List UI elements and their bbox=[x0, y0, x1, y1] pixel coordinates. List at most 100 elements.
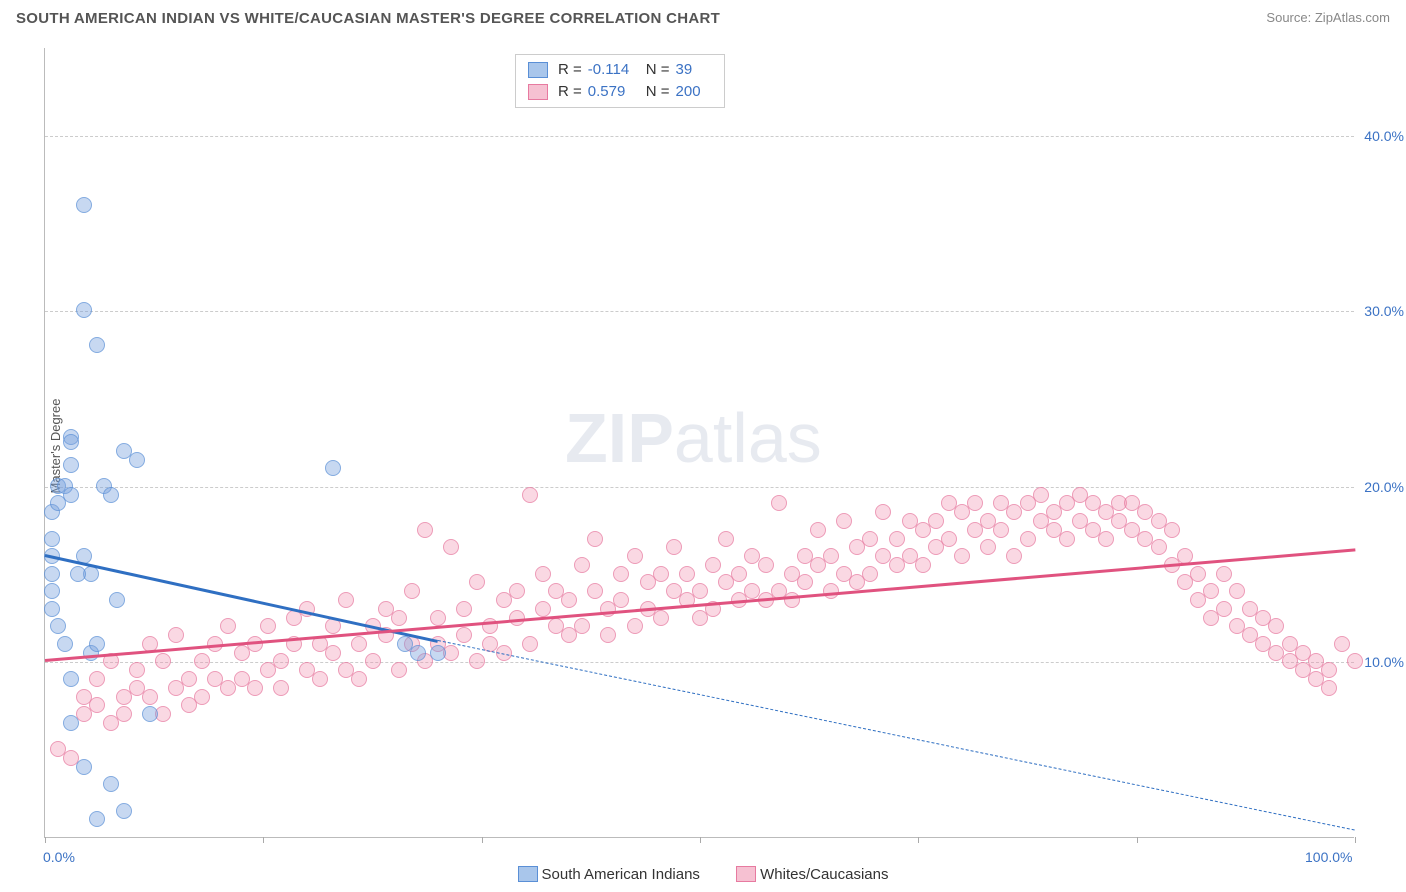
data-point bbox=[509, 583, 525, 599]
data-point bbox=[273, 653, 289, 669]
data-point bbox=[417, 522, 433, 538]
data-point bbox=[705, 557, 721, 573]
stat-n-label: N = bbox=[646, 81, 670, 103]
data-point bbox=[63, 434, 79, 450]
data-point bbox=[44, 583, 60, 599]
data-point bbox=[574, 618, 590, 634]
data-point bbox=[351, 636, 367, 652]
data-point bbox=[338, 592, 354, 608]
data-point bbox=[915, 557, 931, 573]
x-tick-mark bbox=[700, 837, 701, 843]
data-point bbox=[889, 531, 905, 547]
data-point bbox=[758, 557, 774, 573]
y-tick-label: 10.0% bbox=[1359, 654, 1404, 670]
data-point bbox=[862, 566, 878, 582]
regression-line bbox=[45, 554, 439, 642]
data-point bbox=[1229, 583, 1245, 599]
data-point bbox=[718, 531, 734, 547]
data-point bbox=[1164, 522, 1180, 538]
legend-stats-box: R =-0.114N =39R =0.579N =200 bbox=[515, 54, 725, 108]
data-point bbox=[1347, 653, 1363, 669]
data-point bbox=[653, 566, 669, 582]
data-point bbox=[142, 706, 158, 722]
x-tick-mark bbox=[1137, 837, 1138, 843]
legend-stats-row: R =-0.114N =39 bbox=[528, 59, 712, 81]
data-point bbox=[1203, 583, 1219, 599]
regression-line bbox=[45, 548, 1355, 661]
chart-title: SOUTH AMERICAN INDIAN VS WHITE/CAUCASIAN… bbox=[16, 10, 720, 27]
data-point bbox=[142, 689, 158, 705]
data-point bbox=[600, 627, 616, 643]
data-point bbox=[509, 610, 525, 626]
data-point bbox=[522, 636, 538, 652]
source-label: Source: bbox=[1266, 10, 1311, 25]
data-point bbox=[194, 653, 210, 669]
legend-label-series1: South American Indians bbox=[542, 866, 700, 883]
data-point bbox=[103, 487, 119, 503]
watermark-zip: ZIP bbox=[565, 399, 674, 477]
legend-label-series2: Whites/Caucasians bbox=[760, 866, 888, 883]
data-point bbox=[155, 653, 171, 669]
data-point bbox=[862, 531, 878, 547]
data-point bbox=[57, 636, 73, 652]
legend-stats-swatch bbox=[528, 84, 548, 100]
y-tick-label: 30.0% bbox=[1359, 303, 1404, 319]
data-point bbox=[1216, 566, 1232, 582]
data-point bbox=[430, 645, 446, 661]
data-point bbox=[273, 680, 289, 696]
legend-stats-row: R =0.579N =200 bbox=[528, 81, 712, 103]
data-point bbox=[587, 531, 603, 547]
data-point bbox=[1321, 680, 1337, 696]
regression-line-extrapolated bbox=[438, 640, 1355, 831]
data-point bbox=[627, 548, 643, 564]
data-point bbox=[365, 653, 381, 669]
data-point bbox=[325, 460, 341, 476]
legend-swatch-series1 bbox=[518, 866, 538, 882]
data-point bbox=[469, 653, 485, 669]
data-point bbox=[181, 671, 197, 687]
stat-r-label: R = bbox=[558, 81, 582, 103]
chart-plot-area: ZIPatlas 10.0%20.0%30.0%40.0%0.0%100.0%R… bbox=[44, 48, 1354, 838]
x-tick-mark bbox=[263, 837, 264, 843]
data-point bbox=[116, 706, 132, 722]
data-point bbox=[63, 715, 79, 731]
data-point bbox=[954, 548, 970, 564]
data-point bbox=[103, 776, 119, 792]
data-point bbox=[535, 601, 551, 617]
data-point bbox=[967, 495, 983, 511]
data-point bbox=[1006, 548, 1022, 564]
data-point bbox=[993, 522, 1009, 538]
data-point bbox=[810, 522, 826, 538]
data-point bbox=[391, 662, 407, 678]
data-point bbox=[194, 689, 210, 705]
data-point bbox=[443, 539, 459, 555]
bottom-legend: South American Indians Whites/Caucasians bbox=[0, 866, 1406, 887]
watermark: ZIPatlas bbox=[565, 398, 822, 478]
data-point bbox=[391, 610, 407, 626]
stat-n-label: N = bbox=[646, 59, 670, 81]
data-point bbox=[1268, 618, 1284, 634]
data-point bbox=[44, 531, 60, 547]
stat-r-label: R = bbox=[558, 59, 582, 81]
gridline bbox=[45, 136, 1354, 137]
x-tick-mark bbox=[45, 837, 46, 843]
data-point bbox=[410, 645, 426, 661]
x-tick-label: 100.0% bbox=[1305, 849, 1352, 865]
data-point bbox=[260, 618, 276, 634]
data-point bbox=[168, 627, 184, 643]
data-point bbox=[89, 636, 105, 652]
gridline bbox=[45, 487, 1354, 488]
data-point bbox=[89, 337, 105, 353]
data-point bbox=[875, 504, 891, 520]
data-point bbox=[627, 618, 643, 634]
legend-stats-swatch bbox=[528, 62, 548, 78]
data-point bbox=[89, 697, 105, 713]
source-name: ZipAtlas.com bbox=[1315, 10, 1390, 25]
data-point bbox=[1020, 531, 1036, 547]
data-point bbox=[692, 583, 708, 599]
legend-item-series2: Whites/Caucasians bbox=[736, 866, 888, 883]
data-point bbox=[1059, 531, 1075, 547]
data-point bbox=[679, 566, 695, 582]
data-point bbox=[1098, 531, 1114, 547]
data-point bbox=[351, 671, 367, 687]
